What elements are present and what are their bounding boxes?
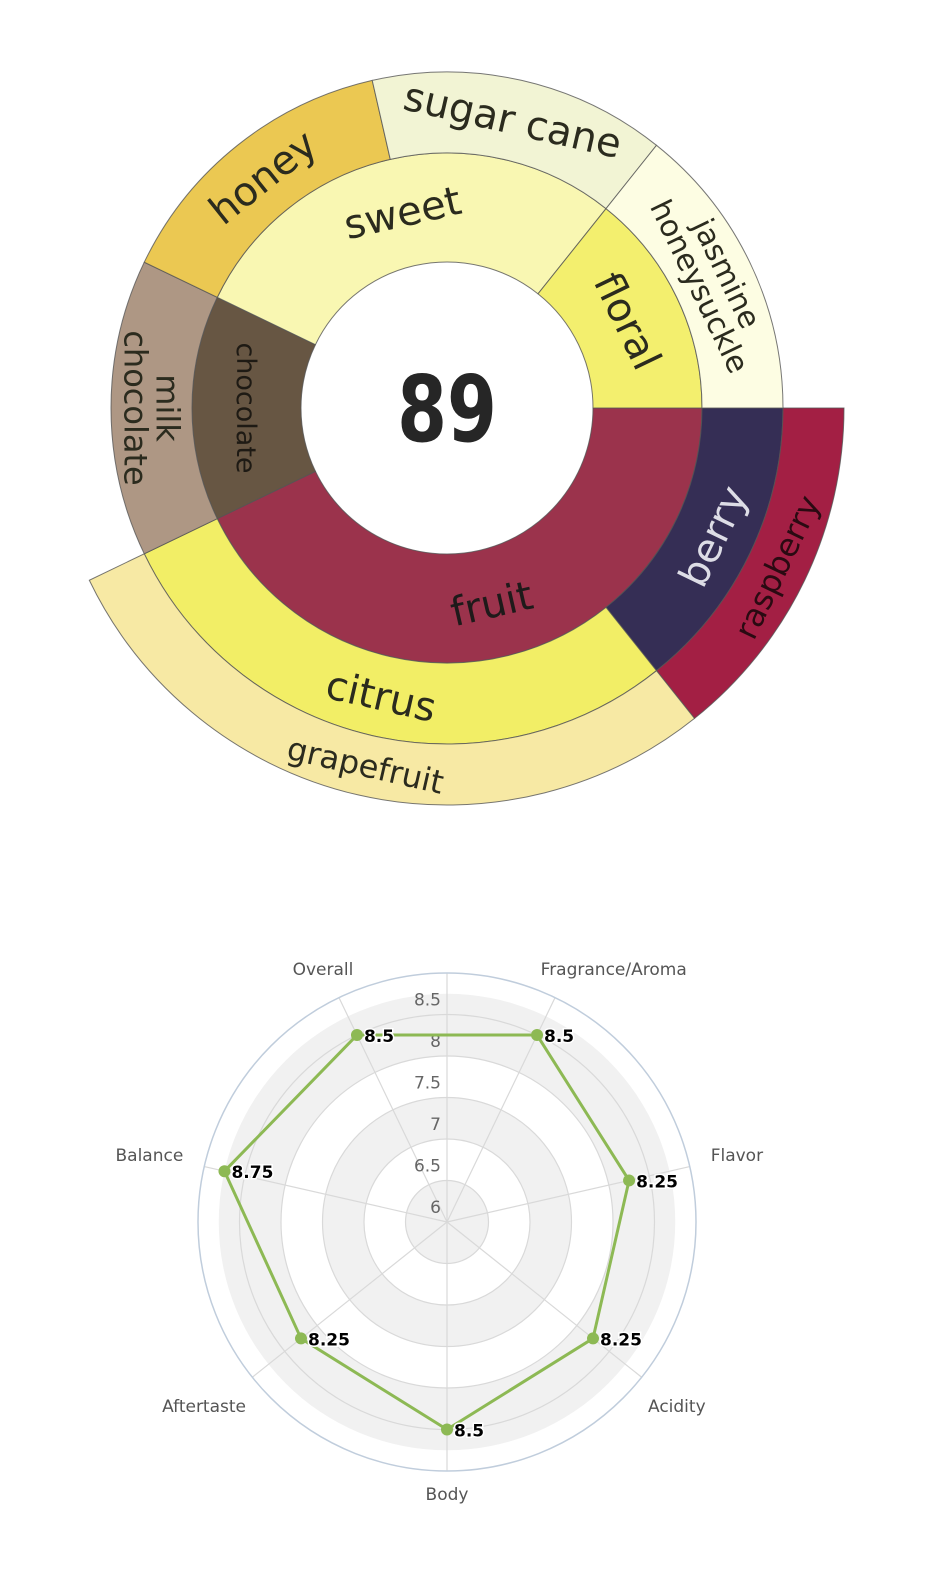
data-point-body[interactable] (441, 1423, 453, 1436)
series-line (222, 1033, 631, 1431)
axis-label-aftertaste: Aftertaste (162, 1397, 246, 1417)
tick-label: 6.5 (414, 1157, 441, 1177)
data-point-aftertaste[interactable] (294, 1332, 307, 1345)
axis-spoke (204, 1166, 448, 1223)
plot-band (322, 1097, 572, 1347)
data-point-balance[interactable] (218, 1165, 231, 1178)
tick-label: 8 (430, 1032, 441, 1052)
center-score: 89 (397, 356, 497, 463)
axis-spoke (446, 1221, 643, 1378)
tick-label: 7 (430, 1115, 441, 1135)
data-label: 8.5 (544, 1027, 574, 1047)
radar-chart: 6 6.5 7 7.5 8 8.5 8.5 8.25 8.25 8.5 8.25 8.75 8.5 Fra… (115, 960, 763, 1505)
data-point-acidity[interactable] (587, 1332, 600, 1345)
data-label: 8.25 (600, 1330, 642, 1350)
tick-label: 8.5 (414, 991, 441, 1011)
label-chocolate: chocolate (230, 342, 261, 473)
data-point-fragrance-aroma[interactable] (531, 1029, 544, 1042)
axis-label-overall: Overall (293, 960, 354, 980)
axis-spoke (251, 1221, 448, 1378)
data-point-flavor[interactable] (623, 1174, 636, 1187)
segment-grapefruit[interactable] (88, 553, 696, 806)
sunburst-chart: fruitberryraspberrycitrusgrapefruitchoco… (88, 71, 845, 806)
tick-label: 7.5 (414, 1074, 441, 1094)
segment-jasmine-honeysuckle[interactable] (605, 144, 784, 409)
axis-label-flavor: Flavor (711, 1146, 763, 1166)
data-label: 8.5 (454, 1422, 484, 1442)
data-label: 8.75 (231, 1163, 273, 1183)
axis-label-fragrance-aroma: Fragrance/Aroma (541, 960, 687, 980)
axis-label-acidity: Acidity (648, 1397, 706, 1417)
label-milk-chocolate: milkchocolate (116, 330, 186, 485)
data-point-overall[interactable] (350, 1029, 363, 1042)
axis-label-balance: Balance (115, 1146, 183, 1166)
data-label: 8.25 (636, 1172, 678, 1192)
data-label: 8.5 (364, 1027, 394, 1047)
data-label: 8.25 (308, 1330, 350, 1350)
axis-label-body: Body (426, 1485, 469, 1505)
outer-circle (197, 972, 697, 1472)
axis-spoke (446, 1166, 690, 1223)
label-line: chocolate (116, 330, 154, 485)
label-line: milk (148, 374, 186, 442)
tick-label: 6 (430, 1198, 441, 1218)
